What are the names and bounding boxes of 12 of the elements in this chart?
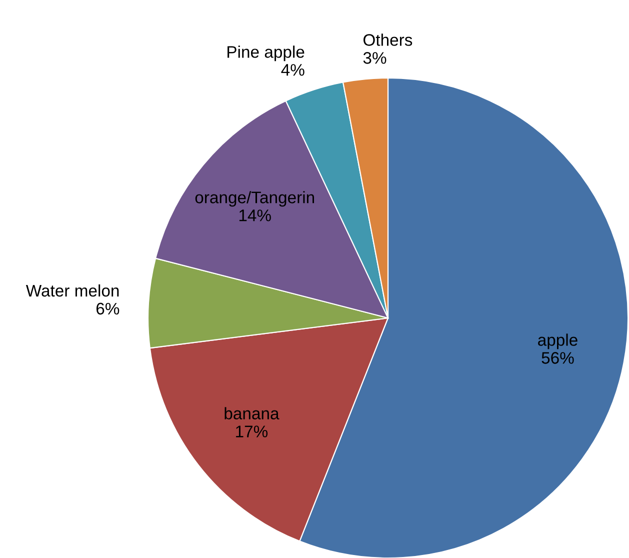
data-label: 17% xyxy=(236,426,268,438)
slice-label: banana xyxy=(224,407,280,420)
slice-label: apple xyxy=(538,334,578,350)
data-label: 4% xyxy=(281,64,304,76)
data-label: 6% xyxy=(96,302,120,315)
slice-label: Pine apple xyxy=(228,46,304,62)
slice-label: Others xyxy=(363,34,412,46)
slice-label: orange/Tangerin xyxy=(195,191,314,207)
slice-label: Water melon xyxy=(26,284,119,297)
data-label: 3% xyxy=(363,52,386,64)
data-label: 14% xyxy=(239,210,271,222)
data-label: 56% xyxy=(542,352,574,364)
